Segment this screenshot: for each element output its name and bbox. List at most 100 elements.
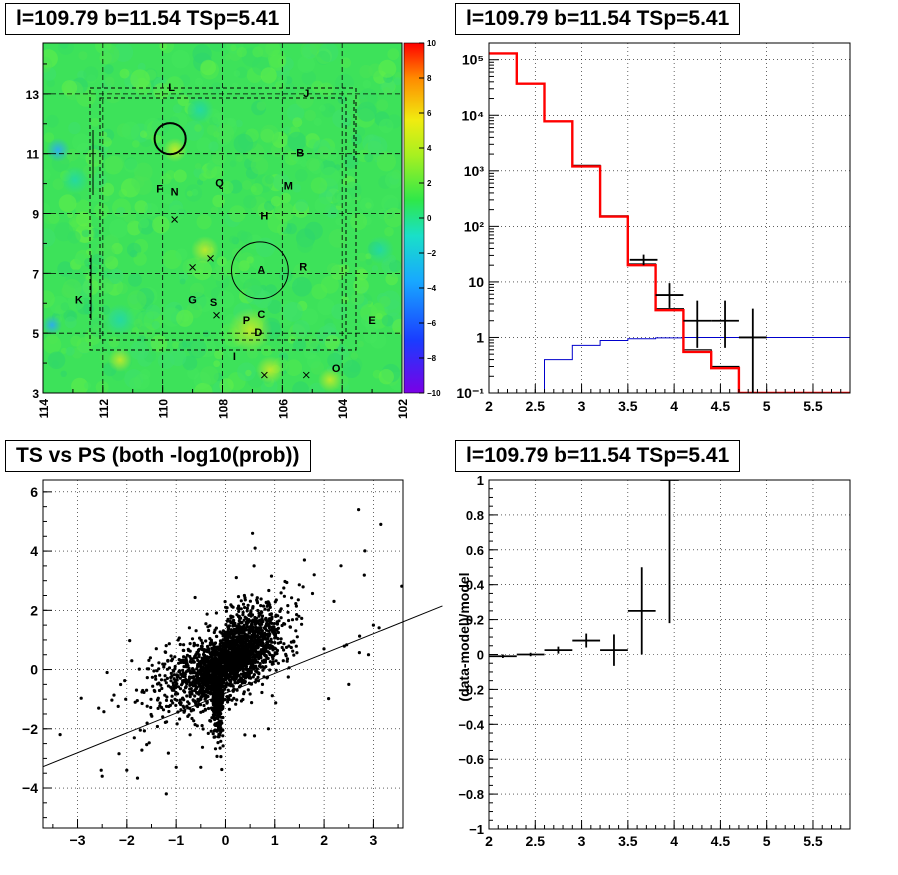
skymap-texture: [43, 43, 402, 393]
map-texture-blob: [295, 169, 308, 182]
scatter-point: [261, 620, 265, 624]
scatter-point: [259, 665, 263, 669]
scatter-point: [58, 733, 62, 737]
map-texture-blob: [93, 203, 109, 219]
colorbar-tick-label: −8: [427, 354, 437, 363]
scatter-point: [181, 668, 185, 672]
scatter-point: [256, 643, 261, 647]
map-texture-blob: [86, 248, 93, 255]
scatter-point: [182, 674, 186, 679]
scatter-point: [269, 637, 273, 641]
scatter-point: [301, 585, 305, 589]
scatter-point: [214, 710, 218, 715]
scatter-point: [220, 673, 224, 678]
map-texture-blob: [304, 109, 316, 122]
map-texture-blob: [319, 105, 326, 112]
scatter-point: [218, 723, 222, 727]
map-texture-blob: [297, 236, 313, 253]
map-texture-blob: [196, 214, 212, 230]
map-texture-blob: [98, 278, 113, 294]
scatter-point: [100, 774, 104, 778]
scatter-point: [233, 641, 237, 645]
scatter-point: [231, 665, 236, 669]
scatter-point: [251, 662, 255, 666]
scatter-point: [215, 680, 219, 684]
spectrum-grid: [489, 43, 850, 393]
y-tick-label: 0: [30, 662, 38, 678]
map-texture-blob: [173, 169, 187, 183]
map-texture-blob: [243, 195, 257, 209]
scatter-point: [178, 642, 182, 647]
map-texture-blob: [99, 352, 110, 363]
scatter-point: [228, 667, 232, 672]
scatter-point: [156, 698, 160, 702]
scatter-point: [257, 672, 261, 676]
map-texture-blob: [292, 276, 312, 297]
scatter-point: [263, 607, 267, 611]
map-texture-blob: [192, 44, 212, 64]
scatter-point: [275, 651, 279, 656]
scatter-point: [245, 606, 249, 610]
scatter-point: [164, 681, 168, 685]
scatter-point: [182, 665, 186, 669]
colorbar-tick-label: −10: [427, 389, 441, 398]
scatter-point: [227, 683, 231, 687]
source-label: L: [168, 82, 175, 94]
skymap-grid: [43, 43, 402, 393]
map-texture-blob: [310, 177, 328, 194]
scatter-point: [209, 638, 213, 642]
scatter-point: [166, 659, 170, 663]
scatter-point: [215, 645, 219, 649]
x-tick-label: 114: [37, 399, 51, 419]
scatter-point: [200, 724, 204, 728]
map-texture-blob: [67, 212, 74, 219]
spectrum-panel: 2 2.5 3 3.5 4 4.5 5 5.5 10⁻¹ 1 10 10² 10³ 10⁴ 10⁵: [456, 42, 851, 414]
scatter-point: [237, 609, 241, 614]
x-tick-label: 2.5: [526, 398, 546, 414]
scatter-point: [206, 706, 211, 711]
scatter-point: [249, 614, 253, 618]
scatter-point: [230, 698, 234, 702]
scatter-title: TS vs PS (both -log10(prob)): [5, 440, 311, 472]
scatter-point: [190, 716, 194, 721]
map-texture-blob: [191, 188, 199, 196]
map-texture-blob: [129, 377, 142, 390]
scatter-point: [249, 611, 253, 615]
scatter-point: [229, 621, 233, 625]
scatter-point: [273, 636, 277, 640]
scatter-point: [204, 639, 208, 643]
scatter-point: [153, 674, 158, 679]
map-texture-blob: [189, 282, 205, 298]
scatter-point: [250, 665, 254, 669]
scatter-point: [184, 658, 188, 663]
scatter-point: [271, 654, 275, 658]
map-texture-blob: [121, 121, 140, 140]
scatter-point: [220, 651, 224, 655]
scatter-point: [149, 712, 153, 717]
scatter-point: [186, 669, 190, 673]
x-tick-label: 4: [670, 398, 678, 414]
scatter-point: [271, 625, 275, 629]
x-tick-label: 5.5: [803, 398, 823, 414]
map-texture-blob: [95, 380, 109, 393]
map-texture-blob: [130, 69, 150, 89]
map-texture-blob: [65, 346, 75, 356]
map-texture-blob: [100, 131, 108, 138]
scatter-point: [228, 673, 232, 677]
map-intensity-blob: [256, 356, 284, 384]
map-texture-blob: [233, 133, 254, 154]
map-texture-blob: [327, 352, 343, 368]
scatter-point: [219, 755, 223, 759]
scatter-point: [206, 625, 210, 629]
map-texture-blob: [301, 46, 313, 58]
map-texture-blob: [236, 46, 247, 58]
scatter-point: [224, 671, 229, 675]
source-label: H: [260, 210, 268, 222]
y-tick-label: 3: [32, 387, 39, 401]
scatter-point: [159, 683, 163, 687]
scatter-point: [267, 588, 271, 593]
scatter-point: [247, 640, 251, 644]
scatter-point: [145, 704, 149, 708]
scatter-point: [413, 656, 416, 659]
x-tick-label: 2: [485, 398, 493, 414]
